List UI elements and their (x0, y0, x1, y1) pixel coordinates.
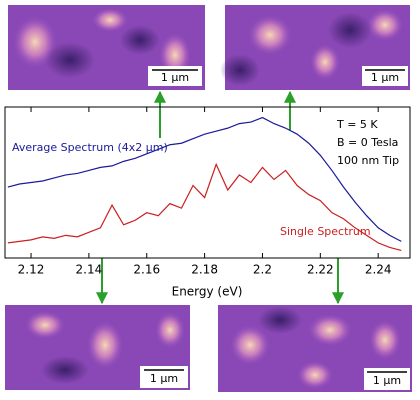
scale-label: 1 μm (373, 374, 401, 387)
x-axis-label: Energy (eV) (172, 285, 243, 299)
scale-label: 1 μm (150, 372, 178, 385)
x-tick-label: 2.24 (365, 263, 392, 277)
x-tick-label: 2.16 (133, 263, 160, 277)
scale-bar: 1 μm (148, 66, 202, 86)
spectrum-line (7, 116, 402, 242)
stm-image (8, 5, 205, 90)
x-tick-label: 2.22 (307, 263, 334, 277)
series-label: Average Spectrum (4x2 μm) (12, 141, 168, 154)
annotation: T = 5 K (336, 118, 378, 131)
scale-bar: 1 μm (140, 366, 188, 388)
x-tick-label: 2.2 (253, 263, 272, 277)
spectrum-line (7, 162, 402, 252)
scale-bar: 1 μm (362, 66, 408, 86)
scale-bar: 1 μm (364, 368, 410, 390)
x-tick-label: 2.14 (76, 263, 103, 277)
x-tick-label: 2.18 (191, 263, 218, 277)
series-label: Single Spectrum (280, 225, 371, 238)
stm-image (220, 5, 410, 90)
x-tick-label: 2.12 (18, 263, 45, 277)
scale-label: 1 μm (371, 71, 399, 84)
stm-image (5, 305, 190, 390)
plot-frame (4, 106, 411, 259)
scale-label: 1 μm (161, 71, 189, 84)
annotation: 100 nm Tip (337, 154, 399, 167)
stm-image (218, 305, 412, 392)
annotation: B = 0 Tesla (337, 136, 398, 149)
